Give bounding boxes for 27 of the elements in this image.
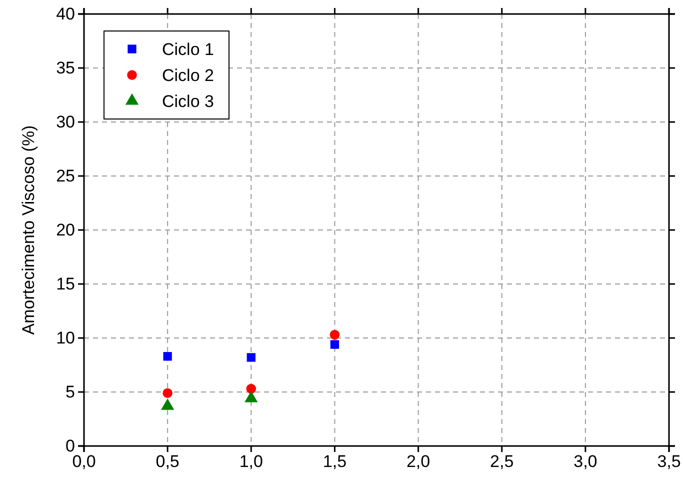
point — [246, 384, 256, 394]
x-tick-label: 1,5 — [322, 452, 347, 472]
x-tick-label: 3,5 — [657, 452, 681, 472]
x-tick-label: 0,5 — [156, 452, 180, 472]
point — [162, 388, 172, 398]
y-tick-label: 20 — [56, 220, 75, 240]
x-tick-label: 2,5 — [490, 452, 514, 472]
y-axis-title: Amortecimento Viscoso (%) — [19, 125, 38, 335]
y-tick-label: 40 — [56, 4, 75, 24]
y-tick-label: 35 — [56, 58, 75, 78]
x-tick-label: 2,0 — [406, 452, 430, 472]
point — [330, 340, 340, 349]
y-tick-label: 25 — [56, 166, 75, 186]
y-tick-label: 5 — [66, 382, 75, 402]
y-tick-label: 0 — [66, 436, 75, 456]
point — [330, 330, 340, 340]
legend-label: Ciclo 3 — [162, 92, 214, 111]
x-tick-label: 1,0 — [239, 452, 263, 472]
x-tick-label: 0,0 — [72, 452, 96, 472]
point — [163, 352, 172, 361]
y-tick-label: 15 — [56, 274, 75, 294]
point — [246, 353, 256, 362]
legend-label: Ciclo 2 — [162, 66, 214, 85]
y-tick-label: 30 — [56, 112, 75, 132]
y-tick-label: 10 — [56, 328, 75, 348]
legend-label: Ciclo 1 — [162, 40, 214, 59]
x-tick-label: 3,0 — [574, 452, 598, 472]
